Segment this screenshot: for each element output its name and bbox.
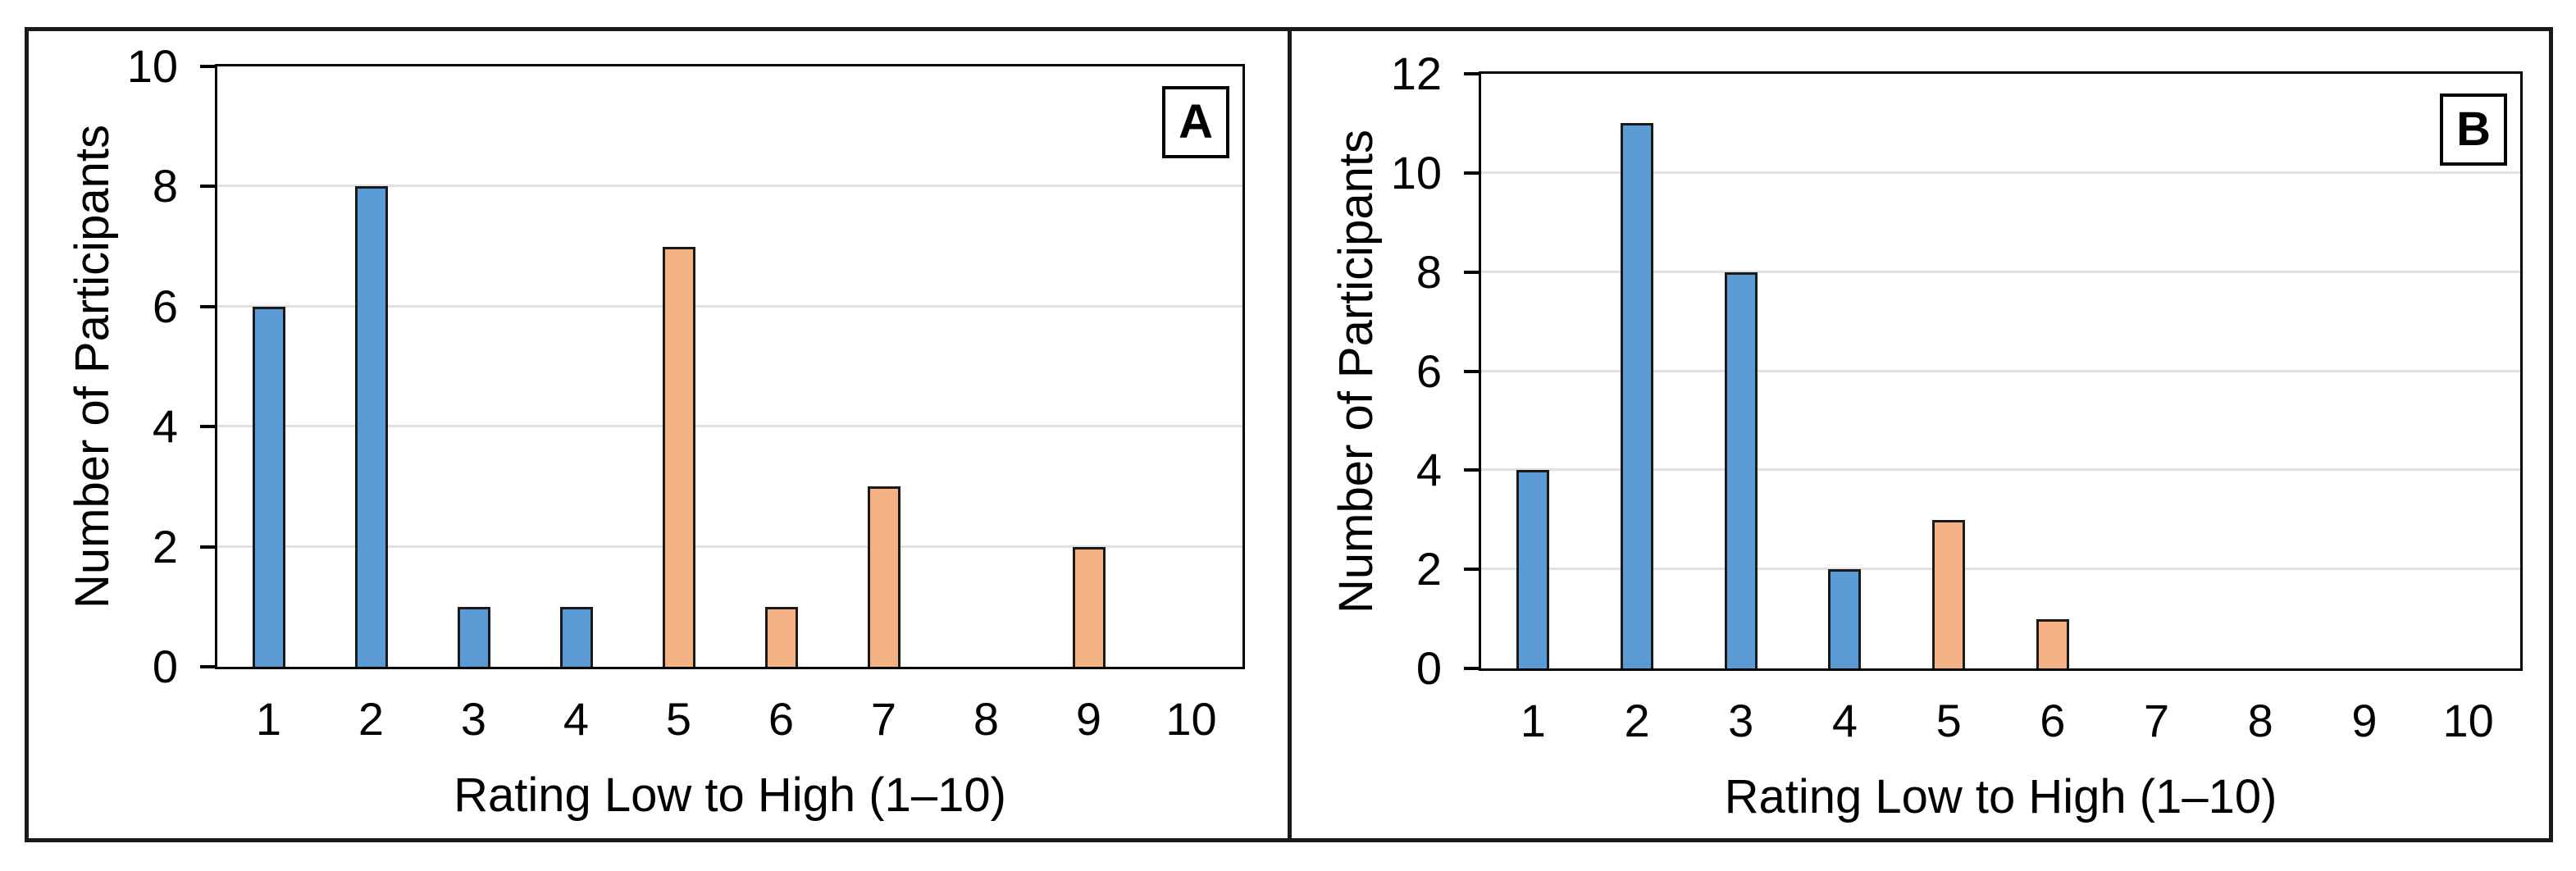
y-axis-tick-2 — [1464, 568, 1479, 572]
y-axis-tick-10 — [1464, 171, 1479, 175]
gridline-y4 — [217, 425, 1242, 428]
gridline-y6 — [217, 304, 1242, 308]
y-tick-label-6: 6 — [1416, 344, 1442, 397]
panel-divider — [1288, 27, 1292, 842]
gridline-y8 — [217, 185, 1242, 188]
panel-a-plot-area: Number of Participants Rating Low to Hig… — [66, 43, 1245, 819]
x-tick-label-4: 4 — [563, 693, 590, 745]
y-tick-label-12: 12 — [1390, 48, 1442, 99]
x-tick-label-1: 1 — [1520, 695, 1546, 746]
y-tick-label-8: 8 — [1416, 245, 1442, 298]
bar-panel-b-rating-3 — [1724, 272, 1758, 668]
x-tick-label-9: 9 — [2351, 695, 2378, 746]
panel-b-label: B — [2440, 93, 2507, 166]
bar-panel-b-rating-1 — [1516, 470, 1550, 668]
bar-panel-b-rating-5 — [1932, 520, 1966, 668]
gridline-y6 — [1481, 369, 2520, 372]
x-tick-label-9: 9 — [1075, 693, 1102, 745]
y-tick-label-6: 6 — [152, 280, 178, 332]
gridline-y10 — [1481, 171, 2520, 174]
y-tick-label-0: 0 — [1416, 642, 1442, 694]
y-tick-label-10: 10 — [126, 40, 178, 92]
bar-panel-a-rating-6 — [764, 607, 798, 667]
y-axis-tick-0 — [200, 665, 215, 668]
panel-b-y-axis-title: Number of Participants — [1329, 129, 1383, 613]
y-tick-label-2: 2 — [1416, 543, 1442, 595]
panel-b-plot-area: Number of Participants Rating Low to Hig… — [1329, 51, 2523, 821]
x-tick-label-4: 4 — [1831, 695, 1858, 746]
x-tick-label-5: 5 — [665, 693, 692, 745]
y-axis-tick-10 — [200, 65, 215, 68]
y-tick-label-10: 10 — [1390, 146, 1442, 198]
bar-panel-a-rating-2 — [354, 186, 388, 667]
x-tick-label-8: 8 — [2247, 695, 2273, 746]
x-tick-label-3: 3 — [460, 693, 487, 745]
y-axis-tick-6 — [1464, 369, 1479, 373]
bar-panel-b-rating-6 — [2036, 619, 2069, 668]
bar-panel-a-rating-5 — [662, 247, 695, 667]
bar-panel-a-rating-9 — [1072, 547, 1106, 667]
x-tick-label-8: 8 — [973, 693, 1000, 745]
x-tick-label-10: 10 — [1165, 693, 1217, 745]
gridline-y8 — [1481, 270, 2520, 273]
y-tick-label-4: 4 — [152, 400, 178, 453]
gridline-y4 — [1481, 468, 2520, 472]
x-tick-label-3: 3 — [1728, 695, 1754, 746]
y-axis-tick-4 — [200, 425, 215, 429]
bar-panel-b-rating-2 — [1621, 123, 1654, 668]
gridline-y2 — [1481, 568, 2520, 571]
x-tick-label-1: 1 — [255, 693, 282, 745]
bar-panel-a-rating-4 — [559, 607, 593, 667]
y-axis-tick-8 — [1464, 270, 1479, 274]
y-axis-tick-2 — [200, 545, 215, 549]
y-tick-label-0: 0 — [152, 641, 178, 692]
y-axis-tick-0 — [1464, 667, 1479, 670]
bar-panel-b-rating-4 — [1828, 569, 1862, 668]
y-axis-tick-12 — [1464, 72, 1479, 75]
y-tick-label-2: 2 — [152, 520, 178, 572]
x-tick-label-6: 6 — [2040, 695, 2066, 746]
x-tick-label-7: 7 — [2143, 695, 2170, 746]
panel-b-x-axis-title: Rating Low to High (1–10) — [1724, 770, 2277, 823]
y-axis-tick-6 — [200, 304, 215, 308]
y-tick-label-4: 4 — [1416, 444, 1442, 496]
panel-a-label: A — [1162, 86, 1229, 158]
x-tick-label-7: 7 — [870, 693, 897, 745]
x-tick-label-2: 2 — [358, 693, 385, 745]
x-tick-label-2: 2 — [1624, 695, 1650, 746]
x-tick-label-6: 6 — [768, 693, 795, 745]
panel-a-y-axis-title: Number of Participants — [66, 125, 119, 609]
panel-a-x-axis-title: Rating Low to High (1–10) — [454, 768, 1006, 822]
bar-panel-a-rating-3 — [457, 607, 490, 667]
y-axis-tick-8 — [200, 185, 215, 189]
bar-panel-a-rating-1 — [252, 307, 285, 667]
gridline-y2 — [217, 545, 1242, 548]
bar-panel-a-rating-7 — [867, 486, 900, 667]
x-tick-label-10: 10 — [2442, 695, 2494, 746]
y-tick-label-8: 8 — [152, 160, 178, 212]
x-tick-label-5: 5 — [1935, 695, 1962, 746]
y-axis-tick-4 — [1464, 468, 1479, 472]
